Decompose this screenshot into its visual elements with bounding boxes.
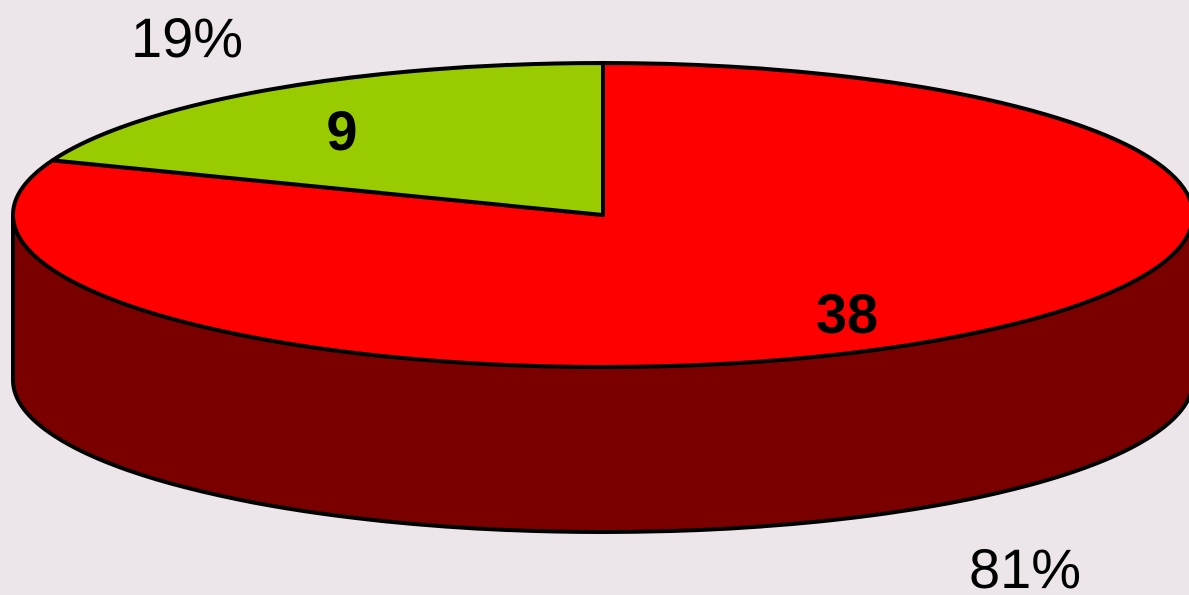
pie-slice-1 (50, 61, 605, 217)
slice-value-label-1: 9 (326, 99, 357, 162)
slice-percent-label-0: 81% (969, 537, 1081, 595)
slice-value-label-0: 38 (816, 282, 878, 345)
slice-percent-label-1: 19% (131, 6, 243, 69)
pie-labels: 38 81% 9 19% (131, 6, 1081, 595)
pie-tops (11, 61, 1189, 369)
